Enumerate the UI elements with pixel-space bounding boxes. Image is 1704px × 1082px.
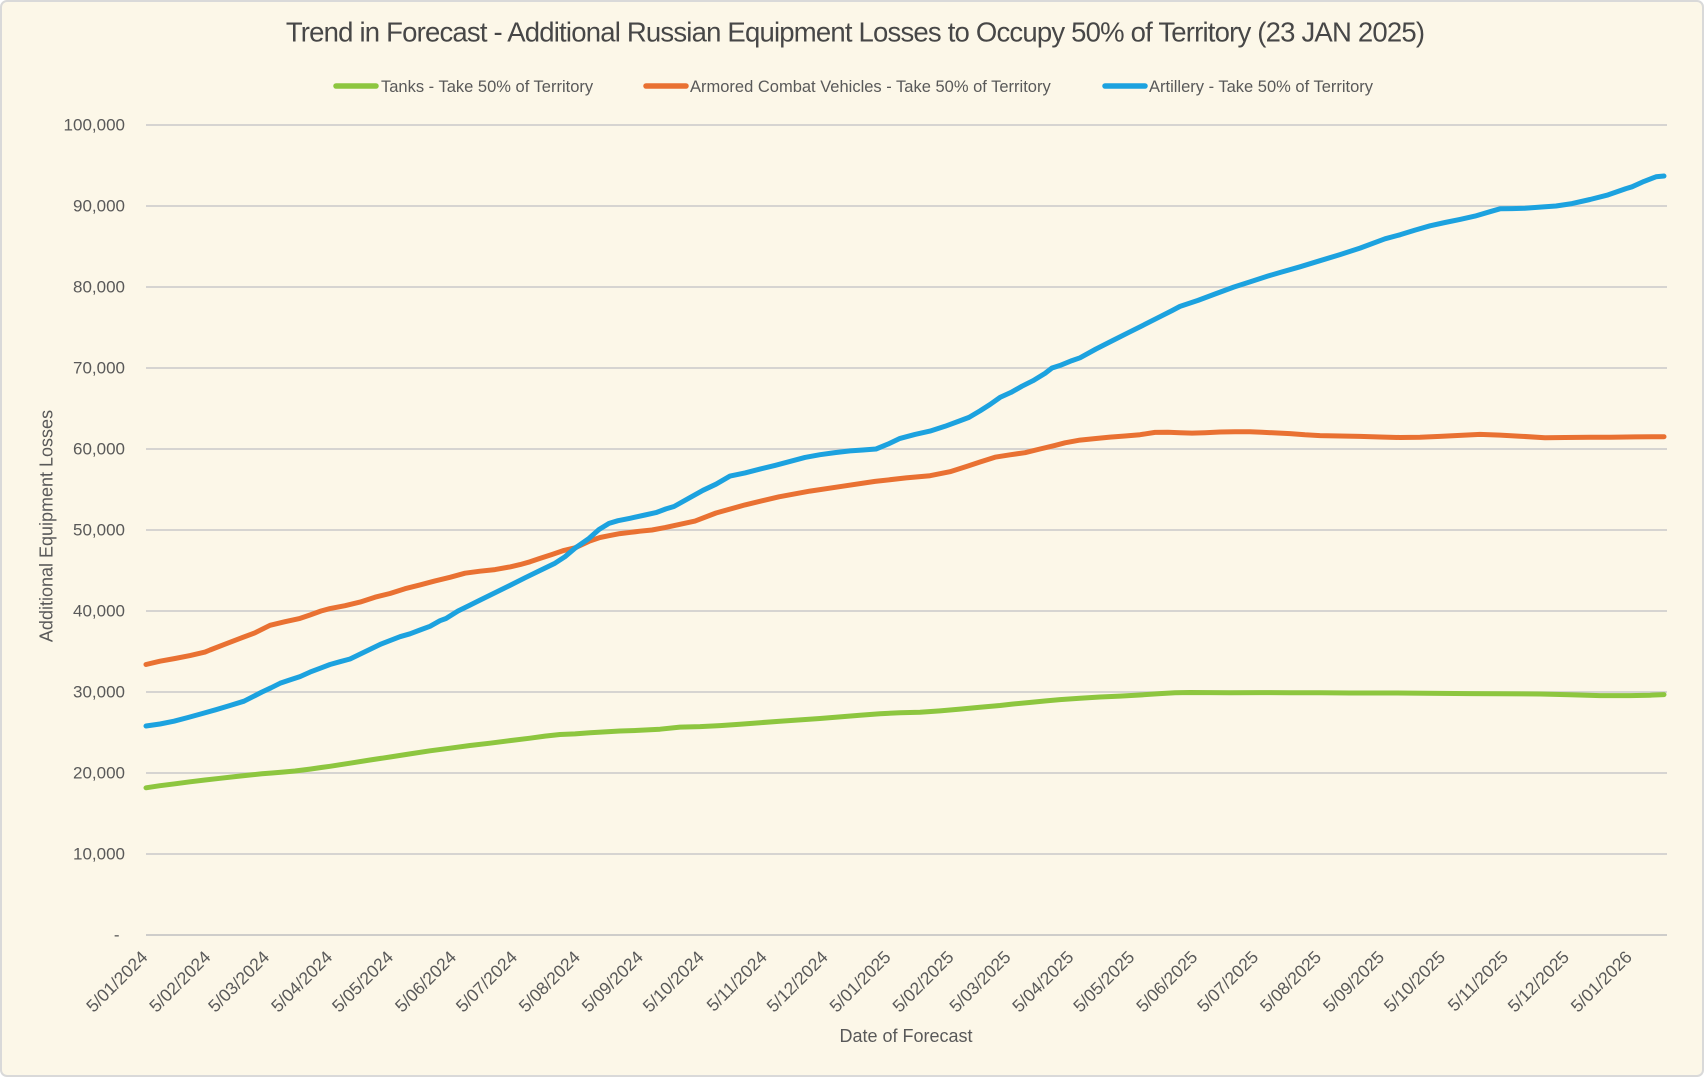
svg-text:80,000: 80,000 [73, 278, 125, 297]
svg-text:20,000: 20,000 [73, 764, 125, 783]
svg-text:60,000: 60,000 [73, 440, 125, 459]
svg-text:Trend in Forecast - Additional: Trend in Forecast - Additional Russian E… [286, 17, 1424, 48]
svg-text:50,000: 50,000 [73, 521, 125, 540]
svg-text:-: - [114, 926, 120, 945]
svg-text:30,000: 30,000 [73, 683, 125, 702]
svg-text:Tanks - Take 50% of Territory: Tanks - Take 50% of Territory [381, 78, 594, 96]
svg-text:70,000: 70,000 [73, 359, 125, 378]
svg-text:40,000: 40,000 [73, 602, 125, 621]
svg-text:90,000: 90,000 [73, 197, 125, 216]
svg-text:Artillery - Take 50% of Territ: Artillery - Take 50% of Territory [1149, 78, 1374, 96]
svg-text:Date of Forecast: Date of Forecast [839, 1026, 972, 1046]
svg-text:Additional Equipment Losses: Additional Equipment Losses [37, 410, 57, 642]
svg-text:Armored Combat Vehicles - Take: Armored Combat Vehicles - Take 50% of Te… [690, 78, 1051, 96]
svg-text:10,000: 10,000 [73, 845, 125, 864]
svg-text:100,000: 100,000 [64, 116, 125, 135]
